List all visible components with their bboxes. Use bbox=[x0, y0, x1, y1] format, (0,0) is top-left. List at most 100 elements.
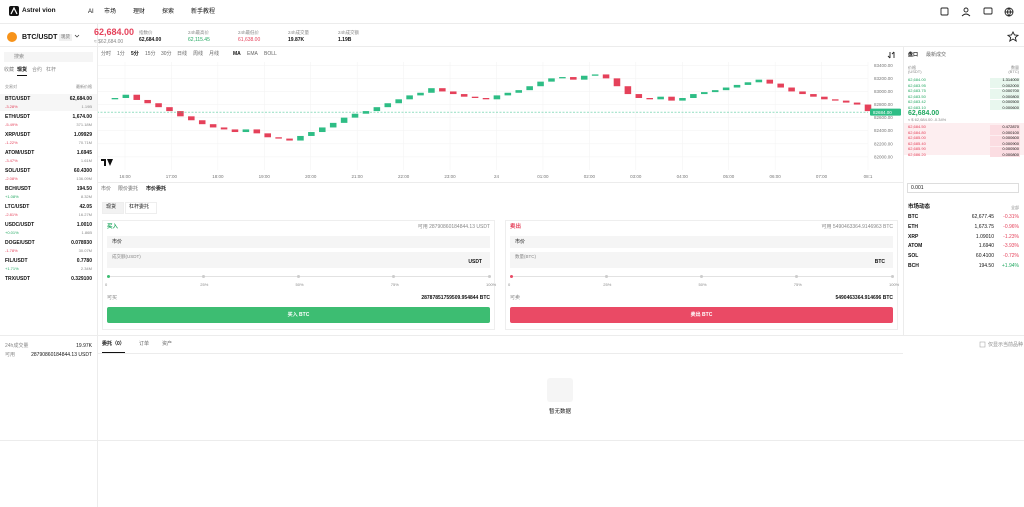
side-tab[interactable]: 杠杆 bbox=[46, 67, 57, 73]
bottom-tab[interactable]: 委托（0） bbox=[102, 342, 125, 353]
book-amount: 0.000700 bbox=[1002, 88, 1019, 93]
y-tick-label: 82200.00 bbox=[874, 141, 893, 146]
indicator[interactable]: EMA bbox=[247, 51, 258, 57]
indicator[interactable]: BOLL bbox=[264, 51, 277, 57]
pair-change: -3.28% bbox=[5, 104, 18, 109]
pair-change: -3.47% bbox=[5, 158, 18, 163]
bottom-tab[interactable]: 资产 bbox=[162, 341, 173, 347]
mid-price: 62,684.00 bbox=[908, 110, 940, 117]
nav-item[interactable]: 市场 bbox=[104, 9, 117, 15]
stat-label: 24h最低价 bbox=[238, 30, 260, 35]
market-name: BCH bbox=[908, 263, 919, 269]
candle bbox=[395, 99, 402, 104]
pair-name: BTC/USDT bbox=[5, 96, 31, 102]
interval[interactable]: 日线 bbox=[177, 51, 188, 57]
input[interactable] bbox=[107, 252, 490, 268]
interval[interactable]: 1分 bbox=[117, 51, 125, 57]
pair-change: +1.71% bbox=[5, 266, 19, 271]
stat-label: 24h成交量 bbox=[288, 30, 310, 35]
book-price: 62,685.00 bbox=[908, 135, 926, 140]
interval[interactable]: 15分 bbox=[145, 51, 156, 57]
pair-volume: 136.09M bbox=[76, 176, 92, 181]
side-tab[interactable]: 收藏 bbox=[4, 67, 15, 73]
side-head: 最新价格 bbox=[76, 84, 92, 89]
book-price: 62,686.20 bbox=[908, 151, 926, 157]
slider-label: 25% bbox=[200, 282, 209, 287]
x-tick-label: 04:00 bbox=[677, 174, 689, 179]
y-tick-label: 82000.00 bbox=[874, 154, 893, 159]
candle bbox=[133, 94, 141, 100]
slider-dot bbox=[392, 274, 396, 278]
panel-title: 卖出 bbox=[510, 224, 522, 230]
row-highlight bbox=[0, 94, 97, 111]
depth-bar bbox=[990, 146, 1020, 152]
depth-bar bbox=[990, 130, 1020, 135]
divider bbox=[97, 353, 903, 354]
nav-item[interactable]: 理财 bbox=[133, 9, 146, 15]
candle bbox=[308, 132, 315, 136]
book-amount: 0.472870 bbox=[1002, 124, 1019, 129]
x-tick-label: 19:00 bbox=[259, 174, 271, 179]
pair-price: 62,684.00 bbox=[69, 96, 92, 102]
order-tab[interactable]: 市价委托 bbox=[146, 186, 167, 192]
candle bbox=[733, 84, 741, 88]
submit-btn[interactable] bbox=[510, 307, 893, 323]
input-text: 市价 bbox=[515, 239, 526, 245]
last-price-label: 82684.00 bbox=[873, 110, 892, 115]
input[interactable] bbox=[510, 252, 893, 268]
nav-item[interactable]: 探索 bbox=[162, 9, 175, 15]
mode-btn[interactable] bbox=[102, 202, 124, 214]
precision: 0.001 bbox=[911, 185, 924, 191]
book-amount: 1.314000 bbox=[1002, 77, 1019, 82]
precision-box[interactable] bbox=[907, 183, 1019, 193]
indicator[interactable]: MA bbox=[233, 51, 241, 57]
footer-value: 28790860184844.13 USDT bbox=[31, 352, 92, 358]
candle bbox=[515, 90, 523, 93]
candle bbox=[319, 127, 326, 133]
checkbox[interactable] bbox=[979, 341, 986, 348]
divider bbox=[0, 23, 1024, 24]
candle bbox=[188, 116, 195, 121]
side-tab[interactable]: 现货 bbox=[17, 68, 28, 76]
mode-btn[interactable] bbox=[125, 202, 157, 214]
nav-item[interactable]: 新手教程 bbox=[191, 9, 216, 15]
submit-btn[interactable] bbox=[107, 307, 490, 323]
pair-name: USDC/USDT bbox=[5, 222, 35, 228]
candle bbox=[711, 90, 719, 93]
pair-change: -1.22% bbox=[5, 140, 18, 145]
pair-change: +1.08% bbox=[5, 194, 19, 199]
book-tab[interactable]: 最新成交 bbox=[926, 52, 947, 58]
pair-name: TRX/USDT bbox=[5, 276, 30, 282]
candle bbox=[177, 111, 184, 117]
book-amount: 0.000100 bbox=[1002, 129, 1019, 135]
divider bbox=[0, 46, 1024, 47]
market-filter: 全部 bbox=[1011, 205, 1019, 210]
interval[interactable]: 30分 bbox=[161, 51, 172, 57]
nav-item[interactable]: AI bbox=[88, 9, 94, 15]
depth-bar bbox=[990, 135, 1020, 141]
mode-label: 现货 bbox=[106, 204, 117, 210]
candle bbox=[209, 124, 217, 128]
candle bbox=[155, 103, 162, 108]
pair-volume: 1.86B bbox=[81, 230, 92, 235]
candle bbox=[482, 98, 490, 100]
side-tab[interactable]: 合约 bbox=[32, 67, 43, 73]
order-tab[interactable]: 市价 bbox=[101, 186, 112, 192]
x-tick-label: 18:00 bbox=[212, 174, 224, 179]
market-change: -0.96% bbox=[1003, 223, 1019, 230]
interval[interactable]: 分时 bbox=[101, 51, 112, 57]
divider bbox=[0, 335, 1024, 336]
input[interactable] bbox=[510, 236, 893, 248]
interval[interactable]: 月线 bbox=[209, 51, 220, 57]
max-value: 5490463364.914696 BTC bbox=[835, 295, 893, 301]
market-change: -0.31% bbox=[1003, 214, 1019, 220]
interval[interactable]: 周线 bbox=[193, 51, 204, 57]
interval[interactable]: 5分 bbox=[131, 51, 139, 57]
pair-price: 0.329100 bbox=[71, 276, 92, 282]
bottom-tab[interactable]: 订单 bbox=[139, 341, 150, 347]
book-tab[interactable]: 盘口 bbox=[908, 52, 919, 58]
order-tab[interactable]: 限价委托 bbox=[118, 186, 139, 192]
input[interactable] bbox=[107, 236, 490, 248]
depth-bar bbox=[990, 88, 1020, 94]
candle bbox=[471, 96, 479, 98]
